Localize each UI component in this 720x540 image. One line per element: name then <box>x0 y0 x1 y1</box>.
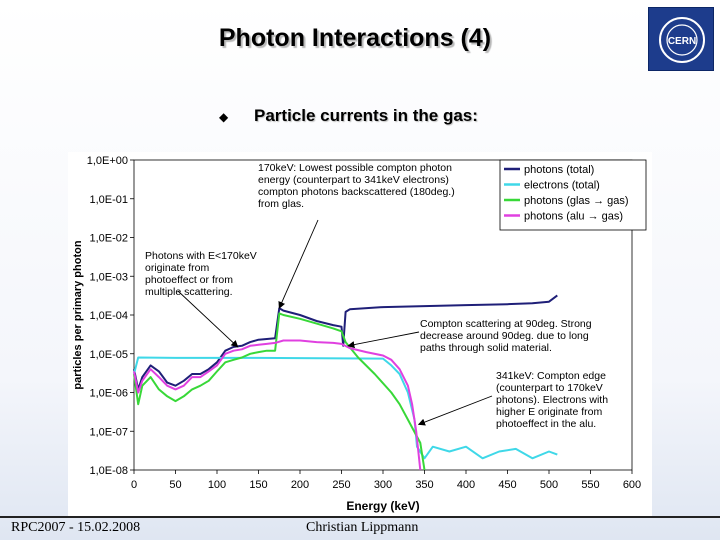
y-tick-label: 1,0E-05 <box>89 349 128 361</box>
annotation-text-line: compton photons backscattered (180deg.) <box>258 186 455 198</box>
series-line-1 <box>133 294 558 391</box>
series-line-4 <box>133 339 422 471</box>
legend-entry: photons (total) <box>524 164 594 176</box>
y-tick-label: 1,0E+00 <box>87 155 128 167</box>
annotation-text-line: Compton scattering at 90deg. Strong <box>420 318 592 330</box>
y-tick-label: 1,0E-06 <box>89 388 128 400</box>
annotation-4: 341keV: Compton edge(counterpart to 170k… <box>417 370 608 430</box>
x-tick-label: 600 <box>623 479 641 491</box>
footer-event-date: RPC2007 - 15.02.2008 <box>11 520 141 535</box>
annotation-text-line: multiple scattering. <box>145 286 233 298</box>
footer-divider <box>0 516 720 518</box>
x-tick-label: 50 <box>169 479 181 491</box>
cern-logo-text: CERN <box>668 36 696 47</box>
annotation-text-line: photons). Electrons with <box>496 394 608 406</box>
x-tick-label: 200 <box>291 479 309 491</box>
annotation-1: 170keV: Lowest possible compton photonen… <box>258 162 455 310</box>
cern-logo: CERN <box>648 7 714 71</box>
annotation-text-line: photoeffect in the alu. <box>496 418 596 430</box>
annotation-text-line: energy (counterpart to 341keV electrons) <box>258 174 449 186</box>
x-tick-label: 350 <box>415 479 433 491</box>
y-tick-label: 1,0E-07 <box>89 426 128 438</box>
annotation-text-line: originate from <box>145 262 209 274</box>
footer-author: Christian Lippmann <box>306 520 419 535</box>
annotation-text-line: paths through solid material. <box>420 342 552 354</box>
chart-container: 0 50 100 150 200 250 300 350 400 450 500 550 600 1,0… <box>68 152 652 516</box>
y-tick-label: 1,0E-08 <box>89 465 128 477</box>
annotation-text-line: Photons with E<170keV <box>145 250 257 262</box>
slide-title: Photon Interactions (4) <box>218 24 492 52</box>
annotation-arrow <box>278 219 319 310</box>
series-line-3 <box>133 312 426 471</box>
annotation-arrow <box>417 395 493 426</box>
x-tick-label: 450 <box>498 479 516 491</box>
y-tick-label: 1,0E-01 <box>89 194 128 206</box>
legend-box <box>499 159 647 231</box>
annotation-arrow <box>177 290 239 348</box>
y-axis-label: particles per primary photon <box>72 240 84 389</box>
annotation-text-line: 170keV: Lowest possible compton photon <box>258 162 452 174</box>
legend-entry: electrons (total) <box>524 180 600 192</box>
x-tick-label: 300 <box>374 479 392 491</box>
slide-subtitle: Particle currents in the gas: <box>254 106 478 125</box>
annotation-3: Compton scattering at 90deg. Strongdecre… <box>347 318 592 354</box>
bullet-diamond-icon: ◆ <box>219 110 229 124</box>
annotation-text-line: from glas. <box>258 198 304 210</box>
x-tick-label: 500 <box>540 479 558 491</box>
x-axis-label: Energy (keV) <box>346 499 419 513</box>
annotation-arrow <box>347 331 420 349</box>
y-tick-label: 1,0E-02 <box>89 233 128 245</box>
chart-legend: photons (total) electrons (total) photons … <box>499 159 647 231</box>
x-tick-label: 150 <box>249 479 267 491</box>
legend-entry: photons (glas → gas) <box>524 195 629 207</box>
annotation-text-line: (counterpart to 170keV <box>496 382 603 394</box>
y-tick-label: 1,0E-04 <box>89 310 128 322</box>
x-tick-label: 0 <box>131 479 137 491</box>
y-tick-label: 1,0E-03 <box>89 271 128 283</box>
annotation-text-line: higher E originate from <box>496 406 602 418</box>
x-tick-label: 550 <box>581 479 599 491</box>
particle-current-chart: 0 50 100 150 200 250 300 350 400 450 500 550 600 1,0… <box>72 155 647 513</box>
annotation-text-line: decrease around 90deg. due to long <box>420 330 589 342</box>
legend-entry: photons (alu → gas) <box>524 211 623 223</box>
annotation-text-line: 341keV: Compton edge <box>496 370 606 382</box>
x-tick-label: 400 <box>457 479 475 491</box>
annotation-text-line: photoeffect or from <box>145 274 233 286</box>
x-tick-label: 250 <box>332 479 350 491</box>
x-tick-label: 100 <box>208 479 226 491</box>
